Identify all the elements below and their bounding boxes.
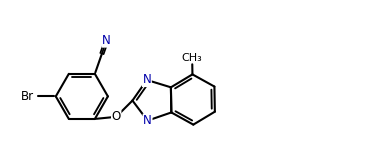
Text: CH₃: CH₃ bbox=[182, 53, 203, 63]
Text: O: O bbox=[111, 110, 121, 123]
Text: N: N bbox=[102, 34, 111, 47]
Text: Br: Br bbox=[21, 90, 34, 103]
Text: N: N bbox=[142, 73, 151, 86]
Text: N: N bbox=[143, 114, 152, 127]
